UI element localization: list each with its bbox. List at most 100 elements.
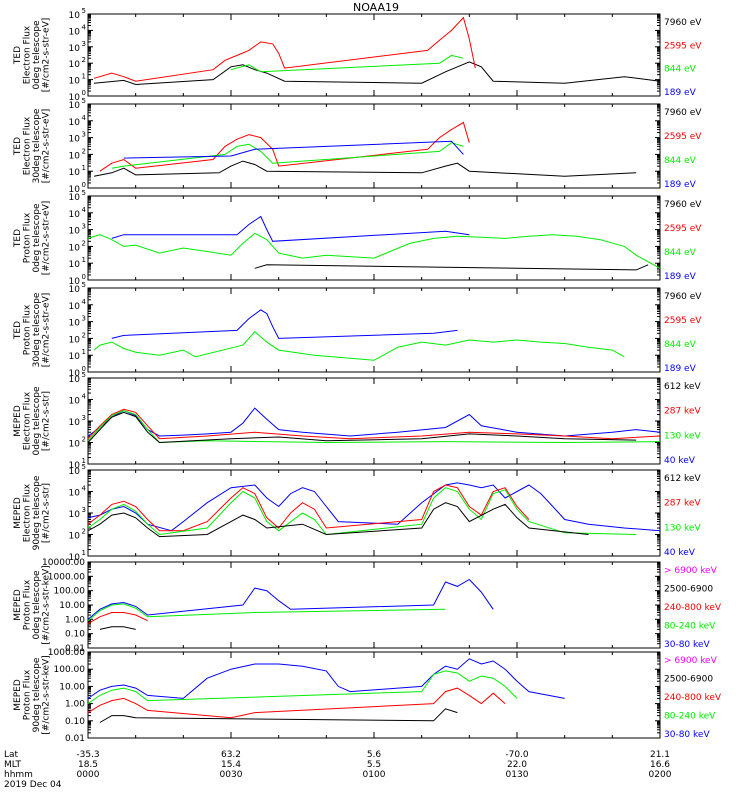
- series-line: [87, 482, 661, 532]
- y-tick-exponent: 5: [82, 463, 86, 471]
- y-tick-label: 10: [69, 101, 81, 111]
- series-line: [254, 264, 649, 271]
- y-axis-label: Proton Flux: [22, 212, 32, 263]
- x-tick-lat: -35.3: [76, 750, 99, 760]
- legend-entry: 287 keV: [664, 499, 701, 509]
- y-axis-label: 0deg telescope: [32, 386, 42, 456]
- y-tick-exponent: 2: [82, 331, 86, 339]
- legend-entry: 287 keV: [664, 407, 701, 417]
- y-tick-label: 10: [69, 302, 81, 312]
- series-line: [123, 140, 464, 159]
- plot-frame: [87, 469, 661, 557]
- y-tick-label: 100.00: [54, 665, 86, 675]
- y-tick-exponent: 0: [82, 273, 86, 281]
- y-tick-exponent: 1: [82, 256, 86, 264]
- y-tick-exponent: 5: [82, 189, 86, 197]
- series-line: [93, 330, 625, 361]
- y-tick-label: 10: [69, 44, 81, 54]
- legend-entry: 844 eV: [664, 340, 697, 350]
- y-axis-label: 30deg telescope: [32, 292, 42, 367]
- x-tick-mlt: 18.5: [78, 760, 98, 770]
- series-line: [111, 309, 458, 339]
- y-tick-exponent: 0: [82, 89, 86, 97]
- y-axis-label: 90deg telescope: [32, 657, 42, 732]
- x-row-label: Lat: [4, 750, 19, 760]
- legend-entry: 30-80 keV: [664, 730, 710, 740]
- y-axis-label: TED: [13, 46, 23, 65]
- y-tick-label: 0.10: [65, 630, 85, 640]
- y-tick-label: 10: [69, 118, 81, 128]
- y-axis-label: Proton Flux: [22, 304, 32, 355]
- series-line: [230, 54, 464, 73]
- y-axis-label: [#/cm2-s-str-eV]: [41, 201, 51, 276]
- legend-entry: 130 keV: [664, 523, 701, 533]
- legend-entry: 189 eV: [664, 88, 697, 98]
- series-line: [87, 484, 530, 532]
- legend-entry: 7960 eV: [664, 200, 702, 210]
- legend-entry: 189 eV: [664, 272, 697, 282]
- y-tick-label: 10.00: [59, 682, 85, 692]
- legend-entry: 2595 eV: [664, 132, 702, 142]
- series-line: [87, 658, 565, 699]
- series-line: [99, 626, 136, 630]
- legend-entry: 844 eV: [664, 156, 697, 166]
- legend-entry: 7960 eV: [664, 292, 702, 302]
- plot-frame: [87, 377, 661, 465]
- y-axis-label: Electron Flux: [22, 116, 32, 175]
- series-line: [87, 687, 506, 719]
- y-tick-label: 10: [69, 11, 81, 21]
- legend-entry: 2500-6900: [664, 585, 713, 595]
- y-tick-label: 10: [69, 553, 81, 563]
- y-tick-label: 10: [69, 27, 81, 37]
- y-axis-label: Electron Flux: [22, 483, 32, 542]
- y-tick-exponent: 0: [82, 365, 86, 373]
- y-tick-exponent: 3: [82, 414, 86, 422]
- legend-entry: 7960 eV: [664, 18, 702, 28]
- series-line: [111, 215, 470, 242]
- y-tick-label: 10: [69, 168, 81, 178]
- x-tick-mlt: 5.5: [367, 760, 381, 770]
- y-tick-label: 10: [69, 193, 81, 203]
- x-row-label: 2019 Dec 04: [4, 780, 62, 790]
- y-tick-exponent: 4: [82, 485, 87, 493]
- legend-entry: 30-80 keV: [664, 640, 710, 650]
- legend-entry: > 6900 keV: [664, 656, 718, 666]
- y-tick-label: 10: [69, 227, 81, 237]
- x-tick-lat: -70.0: [505, 750, 529, 760]
- y-tick-exponent: 2: [82, 56, 86, 64]
- y-tick-label: 0.01: [65, 644, 85, 654]
- y-tick-exponent: 5: [82, 7, 86, 15]
- x-tick-mlt: 22.0: [507, 760, 527, 770]
- y-tick-label: 1.00: [65, 700, 85, 710]
- legend-entry: 40 keV: [664, 456, 696, 466]
- x-tick-hhmm: 0100: [363, 770, 386, 780]
- panel-7: 0.01 0.10 1.00 10.00 100.00 1000.00 10000.00 ME…: [13, 558, 722, 654]
- y-tick-label: 10: [69, 135, 81, 145]
- y-tick-exponent: 1: [82, 457, 86, 465]
- legend-entry: 2595 eV: [664, 316, 702, 326]
- plot-frame: [87, 561, 661, 649]
- series-line: [99, 708, 458, 723]
- series-line: [93, 61, 661, 86]
- y-tick-exponent: 3: [82, 506, 86, 514]
- y-tick-label: 0.10: [65, 717, 85, 727]
- series-line: [87, 232, 661, 269]
- legend-entry: 2595 eV: [664, 224, 702, 234]
- y-tick-label: 10: [69, 210, 81, 220]
- y-tick-exponent: 1: [82, 549, 86, 557]
- y-tick-exponent: 4: [82, 23, 87, 31]
- y-tick-exponent: 3: [82, 40, 86, 48]
- y-tick-exponent: 2: [82, 436, 86, 444]
- y-tick-label: 10: [69, 510, 81, 520]
- series-line: [111, 142, 464, 169]
- x-tick-mlt: 15.4: [221, 760, 241, 770]
- y-tick-label: 10: [69, 60, 81, 70]
- series-line: [87, 408, 661, 440]
- series-line: [87, 410, 661, 444]
- y-tick-label: 10: [69, 532, 81, 542]
- y-tick-label: 10.00: [59, 601, 85, 611]
